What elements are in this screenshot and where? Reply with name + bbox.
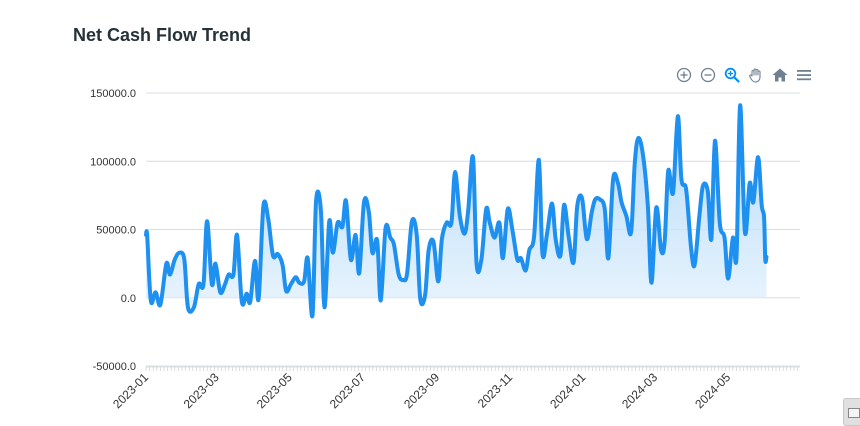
pan-hand-icon[interactable] — [746, 65, 766, 85]
y-tick-label: -50000.0 — [93, 361, 136, 373]
y-tick-label: 50000.0 — [96, 225, 136, 237]
x-axis: 2023-01 2023-03 2023-05 2023-07 2023-09 2023-… — [110, 366, 800, 411]
side-panel-toggle[interactable] — [843, 398, 860, 426]
y-tick-label: 150000.0 — [90, 88, 136, 100]
x-tick-label: 2024-01 — [547, 370, 588, 411]
y-tick-label: 100000.0 — [90, 156, 136, 168]
series-area — [146, 105, 767, 317]
selection-zoom-icon[interactable] — [722, 65, 742, 85]
zoom-in-icon[interactable] — [674, 65, 694, 85]
x-tick-label: 2023-09 — [401, 370, 442, 411]
x-tick-label: 2023-05 — [254, 370, 295, 411]
chart-title: Net Cash Flow Trend — [73, 25, 252, 45]
x-tick-label: 2023-07 — [327, 370, 368, 411]
reset-zoom-home-icon[interactable] — [770, 65, 790, 85]
x-tick-label: 2023-11 — [475, 370, 516, 411]
y-tick-label: 0.0 — [121, 293, 136, 305]
menu-icon[interactable] — [794, 65, 814, 85]
chart-toolbar — [674, 64, 814, 86]
zoom-out-icon[interactable] — [698, 65, 718, 85]
x-tick-label: 2023-01 — [110, 370, 151, 411]
y-axis: -50000.0 0.0 50000.0 100000.0 150000.0 — [90, 88, 136, 373]
x-tick-label: 2023-03 — [181, 370, 222, 411]
x-tick-label: 2024-05 — [692, 370, 733, 411]
x-tick-label: 2024-03 — [619, 370, 660, 411]
series-line — [144, 103, 769, 319]
